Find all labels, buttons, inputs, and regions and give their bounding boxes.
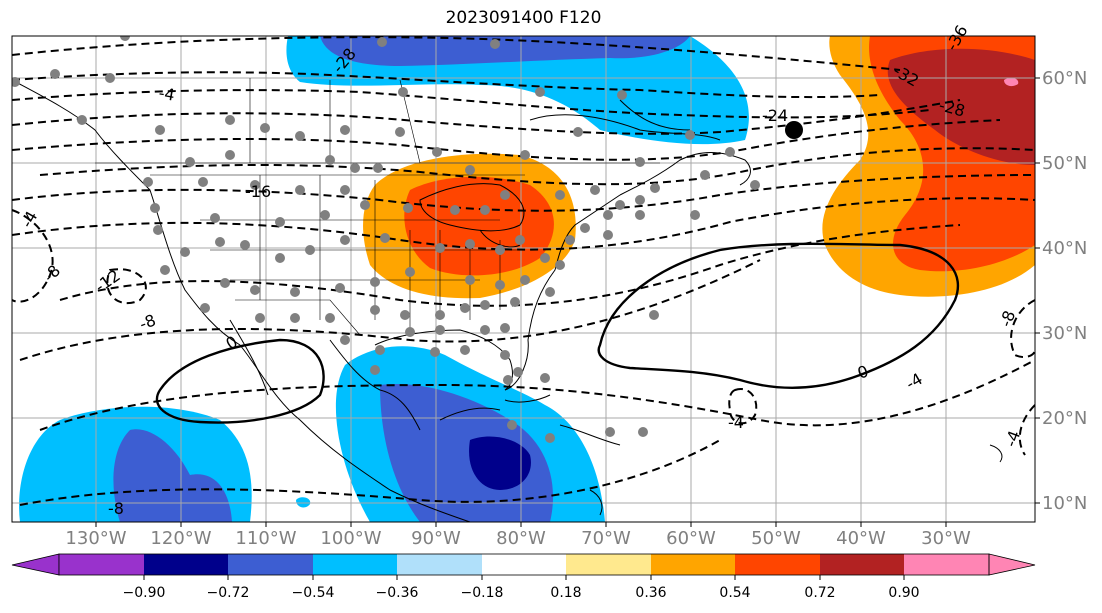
contour-label: -24 — [762, 106, 788, 125]
colorbar-segment — [735, 554, 820, 575]
negative-anomaly-shading — [19, 36, 749, 522]
contour-label: -8 — [137, 310, 158, 333]
colorbar-tick-label: −0.36 — [376, 585, 419, 601]
contour-label: -4 — [1001, 428, 1024, 449]
colorbar-tick-label: 0.72 — [804, 585, 835, 601]
map-title: 2023091400 F120 — [445, 8, 602, 28]
lat-label: 30°N — [1042, 323, 1087, 344]
lat-label: 40°N — [1042, 238, 1087, 259]
colorbar-tick-label: 0.54 — [719, 585, 750, 601]
contour-label: -4 — [728, 413, 744, 432]
lon-label: 120°W — [150, 528, 211, 549]
colorbar: −0.90 −0.72 −0.54 −0.36 −0.18 0.18 0.36 … — [11, 553, 1036, 601]
lon-label: 60°W — [666, 528, 716, 549]
lon-label: 70°W — [581, 528, 631, 549]
lon-label: 50°W — [751, 528, 801, 549]
position-marker — [785, 121, 803, 139]
contour-label: -16 — [245, 182, 271, 201]
colorbar-segment — [144, 554, 228, 575]
political-borders — [95, 78, 660, 336]
lon-label: 30°W — [921, 528, 971, 549]
contour-label: -4 — [157, 83, 176, 104]
colorbar-tick-label: −0.18 — [461, 585, 504, 601]
colorbar-extend-left — [11, 553, 60, 576]
colorbar-tick-label: −0.90 — [123, 585, 166, 601]
colorbar-tick-label: 0.90 — [888, 585, 919, 601]
colorbar-segment — [566, 554, 651, 575]
axis-ticks — [95, 77, 1040, 527]
station-markers — [12, 36, 760, 443]
colorbar-segment — [651, 554, 735, 575]
colorbar-tick-label: 0.18 — [550, 585, 581, 601]
dashed-contours — [12, 36, 1035, 506]
lon-label: 40°W — [836, 528, 886, 549]
lat-label: 50°N — [1042, 153, 1087, 174]
lon-label: 80°W — [496, 528, 546, 549]
lon-label: 90°W — [411, 528, 461, 549]
lon-label: 100°W — [320, 528, 381, 549]
colorbar-segment — [820, 554, 904, 575]
contour-label: -8 — [996, 308, 1019, 329]
colorbar-segment — [904, 554, 989, 575]
latitude-labels: 60°N 50°N 40°N 30°N 20°N 10°N — [1042, 68, 1087, 514]
map-frame — [11, 35, 1036, 523]
lat-label: 20°N — [1042, 408, 1087, 429]
zero-contours — [155, 242, 960, 424]
colorbar-tick-label: −0.72 — [207, 585, 250, 601]
colorbar-segment — [397, 554, 482, 575]
colorbar-segment — [59, 554, 144, 575]
longitude-labels: 130°W 120°W 110°W 100°W 90°W 80°W 70°W 6… — [65, 528, 971, 549]
colorbar-frame — [58, 553, 990, 576]
lon-label: 130°W — [65, 528, 126, 549]
colorbar-segment — [482, 554, 566, 575]
colorbar-tick-label: −0.54 — [292, 585, 335, 601]
lon-label: 110°W — [235, 528, 296, 549]
colorbar-extend-right — [988, 553, 1036, 576]
colorbar-tick-label: 0.36 — [635, 585, 666, 601]
colorbar-segment — [313, 554, 397, 575]
lat-label: 10°N — [1042, 493, 1087, 514]
lat-label: 60°N — [1042, 68, 1087, 89]
colorbar-segment — [228, 554, 313, 575]
contour-label: -8 — [108, 499, 124, 518]
